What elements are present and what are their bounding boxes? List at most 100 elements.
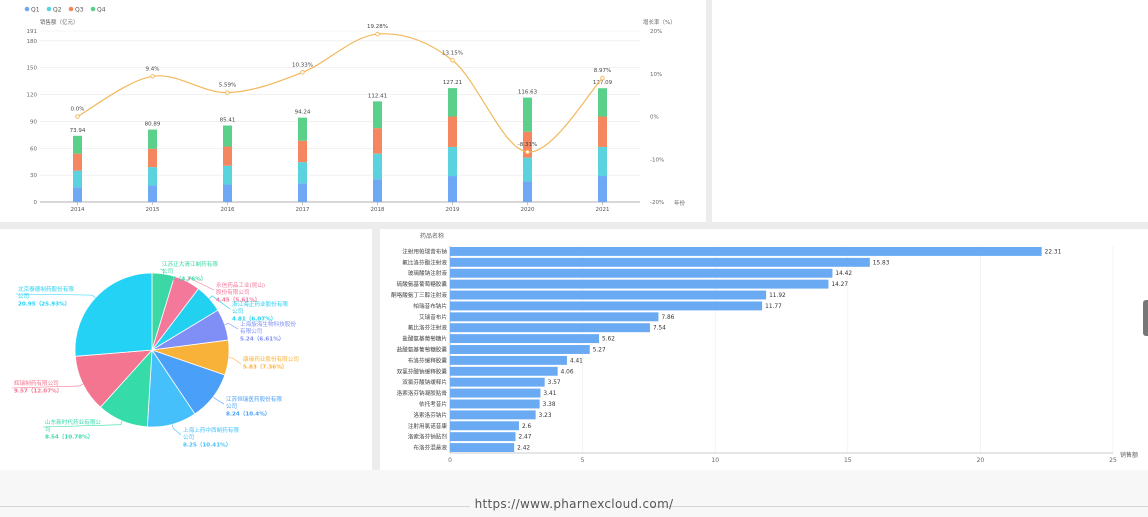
pie-leader-line (42, 420, 123, 428)
bar-q3 (298, 140, 307, 163)
bar-total-label: 80.89 (145, 122, 161, 128)
bar-q3 (148, 148, 157, 168)
footer-url[interactable]: https://www.pharnexcloud.com/ (474, 497, 674, 511)
pie-label-value: 20.95（25.93%） (18, 300, 70, 308)
bar (450, 345, 590, 354)
bar-value-label: 11.77 (765, 304, 782, 310)
x-axis-title: 年份 (674, 199, 686, 207)
bar-value-label: 3.23 (539, 413, 552, 419)
growth-label: 5.59% (219, 83, 236, 89)
growth-point (375, 31, 380, 37)
category-label: 酮咯酸氨丁三醇注射液 (391, 291, 447, 299)
y2-tick-label: 10% (650, 72, 662, 78)
bar (450, 312, 659, 322)
pie-label-name: 上海上药中西制药有限 (183, 426, 239, 434)
bar-value-label: 4.41 (570, 358, 583, 364)
x-tick-label: 5 (581, 457, 585, 464)
bar-q4 (223, 125, 232, 147)
y-tick-label: 60 (30, 146, 37, 152)
bar-total-label: 94.24 (295, 110, 311, 116)
company-share-pie-chart: 北京泰德制药股份有限公司20.95（25.93%）江苏正大清江制药有限公司3.7… (11, 260, 299, 449)
bar-q3 (598, 116, 607, 147)
pie-label-name: 有限公司 (240, 327, 262, 335)
bar (450, 279, 829, 289)
x-tick-label: 25 (1109, 457, 1117, 464)
bar-value-label: 2.6 (522, 424, 532, 430)
y-tick-label: 90 (30, 119, 37, 125)
pie-label-name: 浙江海正药业股份有限 (232, 300, 288, 308)
pie-leader-line (171, 424, 182, 436)
category-label: 氟比洛芬酯注射液 (402, 258, 447, 266)
category-label: 依托考昔片 (419, 400, 447, 408)
bar-q4 (298, 117, 307, 141)
pie-label-name: 公司 (18, 293, 29, 300)
pie-label-value: 9.57（12.07%） (14, 387, 62, 395)
y-tick-label: 120 (27, 93, 38, 99)
category-label: 帕瑞昔布钠片 (413, 302, 447, 310)
bar-q2 (373, 153, 382, 180)
x-tick-label: 15 (844, 457, 852, 464)
legend-label: Q2 (53, 7, 62, 14)
pie-leader-line (209, 295, 231, 310)
bar-q3 (223, 146, 232, 166)
y-tick-label: 180 (27, 39, 38, 45)
category-label: 玻璃酸钠注射液 (408, 269, 448, 277)
empty-panel (712, 0, 1148, 222)
growth-point (450, 58, 455, 63)
category-label: 洛索洛芬钠凝胶贴膏 (397, 389, 448, 397)
pie-label-name: 山东新时代药业有限公 (45, 418, 101, 426)
y2-axis-title: 增长率（%） (643, 18, 676, 26)
bar-value-label: 14.27 (831, 282, 848, 288)
pie-label-name: 江苏恒瑞医药股份有限 (226, 395, 282, 403)
growth-label: 19.28% (367, 24, 388, 30)
bar (450, 410, 536, 420)
x-tick-label: 2020 (521, 207, 535, 213)
category-label: 硫酸氨基葡萄糖胶囊 (397, 280, 448, 288)
pie-label-value: 5.24（6.61%） (240, 335, 284, 343)
bar-value-label: 2.42 (517, 446, 530, 452)
y-tick-label: 191 (27, 29, 38, 35)
x-tick-label: 0 (448, 457, 452, 464)
pie-label-name: 康缘药业股份有限公司 (243, 355, 299, 363)
pie-label-value: 4.45（5.61%） (216, 296, 260, 304)
pie-leader-line (186, 277, 215, 291)
pie-label-name: 公司 (226, 403, 237, 410)
scroll-handle[interactable] (1143, 300, 1148, 336)
growth-point (225, 90, 230, 95)
bar-q4 (373, 101, 382, 129)
y-axis-title: 药品名称 (420, 232, 444, 240)
category-label: 布洛芬混悬液 (413, 444, 447, 452)
growth-point (150, 74, 155, 79)
bar-q1 (448, 176, 457, 202)
pie-leader-line (212, 396, 225, 405)
bar-q4 (598, 88, 607, 117)
growth-point (75, 114, 80, 119)
company-share-pie-panel: 北京泰德制药股份有限 公司 20.95（25.93%） 江苏正大清江制药有限 公司 3.7… (0, 229, 372, 470)
growth-label: 8.97% (594, 68, 611, 74)
pie-label-name: 辉瑞制药有限公司 (14, 379, 59, 387)
category-label: 艾瑞昔布片 (419, 313, 447, 321)
bar (450, 421, 519, 431)
category-label: 布洛芬缓释胶囊 (408, 356, 448, 364)
pie-label-name: 上海旋海生物科技股份 (240, 320, 296, 328)
pie-slice (74, 272, 153, 357)
legend-label: Q4 (97, 7, 106, 14)
bar (450, 290, 767, 300)
pie-label-name: 司 (45, 426, 51, 433)
bar-q2 (298, 162, 307, 184)
bar (450, 443, 515, 453)
bar-q4 (448, 88, 457, 117)
pie-label-value: 3.77（4.76%） (162, 275, 206, 283)
bar (450, 366, 558, 376)
y-tick-label: 0 (34, 200, 38, 206)
growth-label: 9.4% (146, 66, 160, 72)
y2-tick-label: 0% (650, 115, 659, 121)
pie-label-name: 江苏正大清江制药有限 (162, 260, 218, 268)
bar-q4 (523, 97, 532, 132)
bar-q3 (523, 131, 532, 158)
x-tick-label: 2016 (221, 207, 235, 213)
bar-q2 (223, 165, 232, 185)
y2-tick-label: 20% (650, 29, 662, 35)
bar-value-label: 15.83 (873, 260, 890, 266)
